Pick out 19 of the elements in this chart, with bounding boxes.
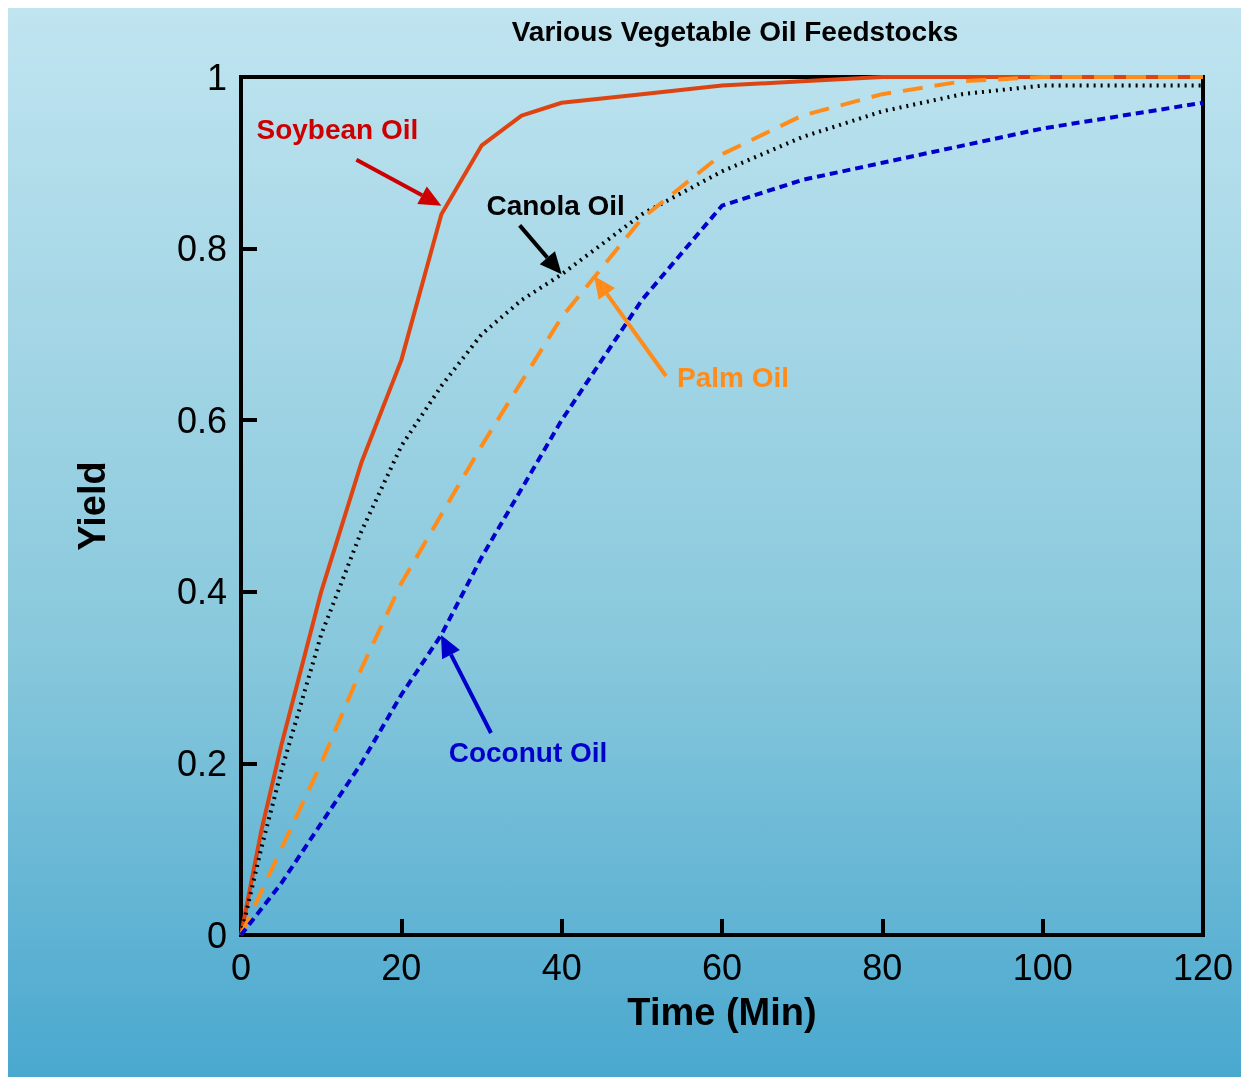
x-tick-label: 40 [541,946,582,988]
x-tick-label: 20 [381,946,422,988]
y-tick-label: 0.4 [176,571,227,613]
y-tick-label: 0 [206,914,227,956]
y-tick-label: 1 [206,56,227,98]
x-tick-label: 100 [1012,946,1073,988]
y-tick-label: 0.8 [176,228,227,270]
x-axis-title: Time (Min) [627,991,817,1033]
annotation: Soybean Oil [256,114,419,146]
y-axis-title: Yield [71,461,113,551]
x-tick-label: 120 [1172,946,1234,988]
y-tick-label: 0.6 [176,399,227,441]
chart-title: Various Vegetable Oil Feedstocks [511,15,959,47]
annotation: Canola Oil [486,189,625,221]
x-tick-label: 80 [862,946,903,988]
x-tick-label: 60 [701,946,743,988]
y-tick-label: 0.2 [176,742,227,784]
annotation: Palm Oil [676,361,790,393]
annotation: Coconut Oil [448,736,608,768]
